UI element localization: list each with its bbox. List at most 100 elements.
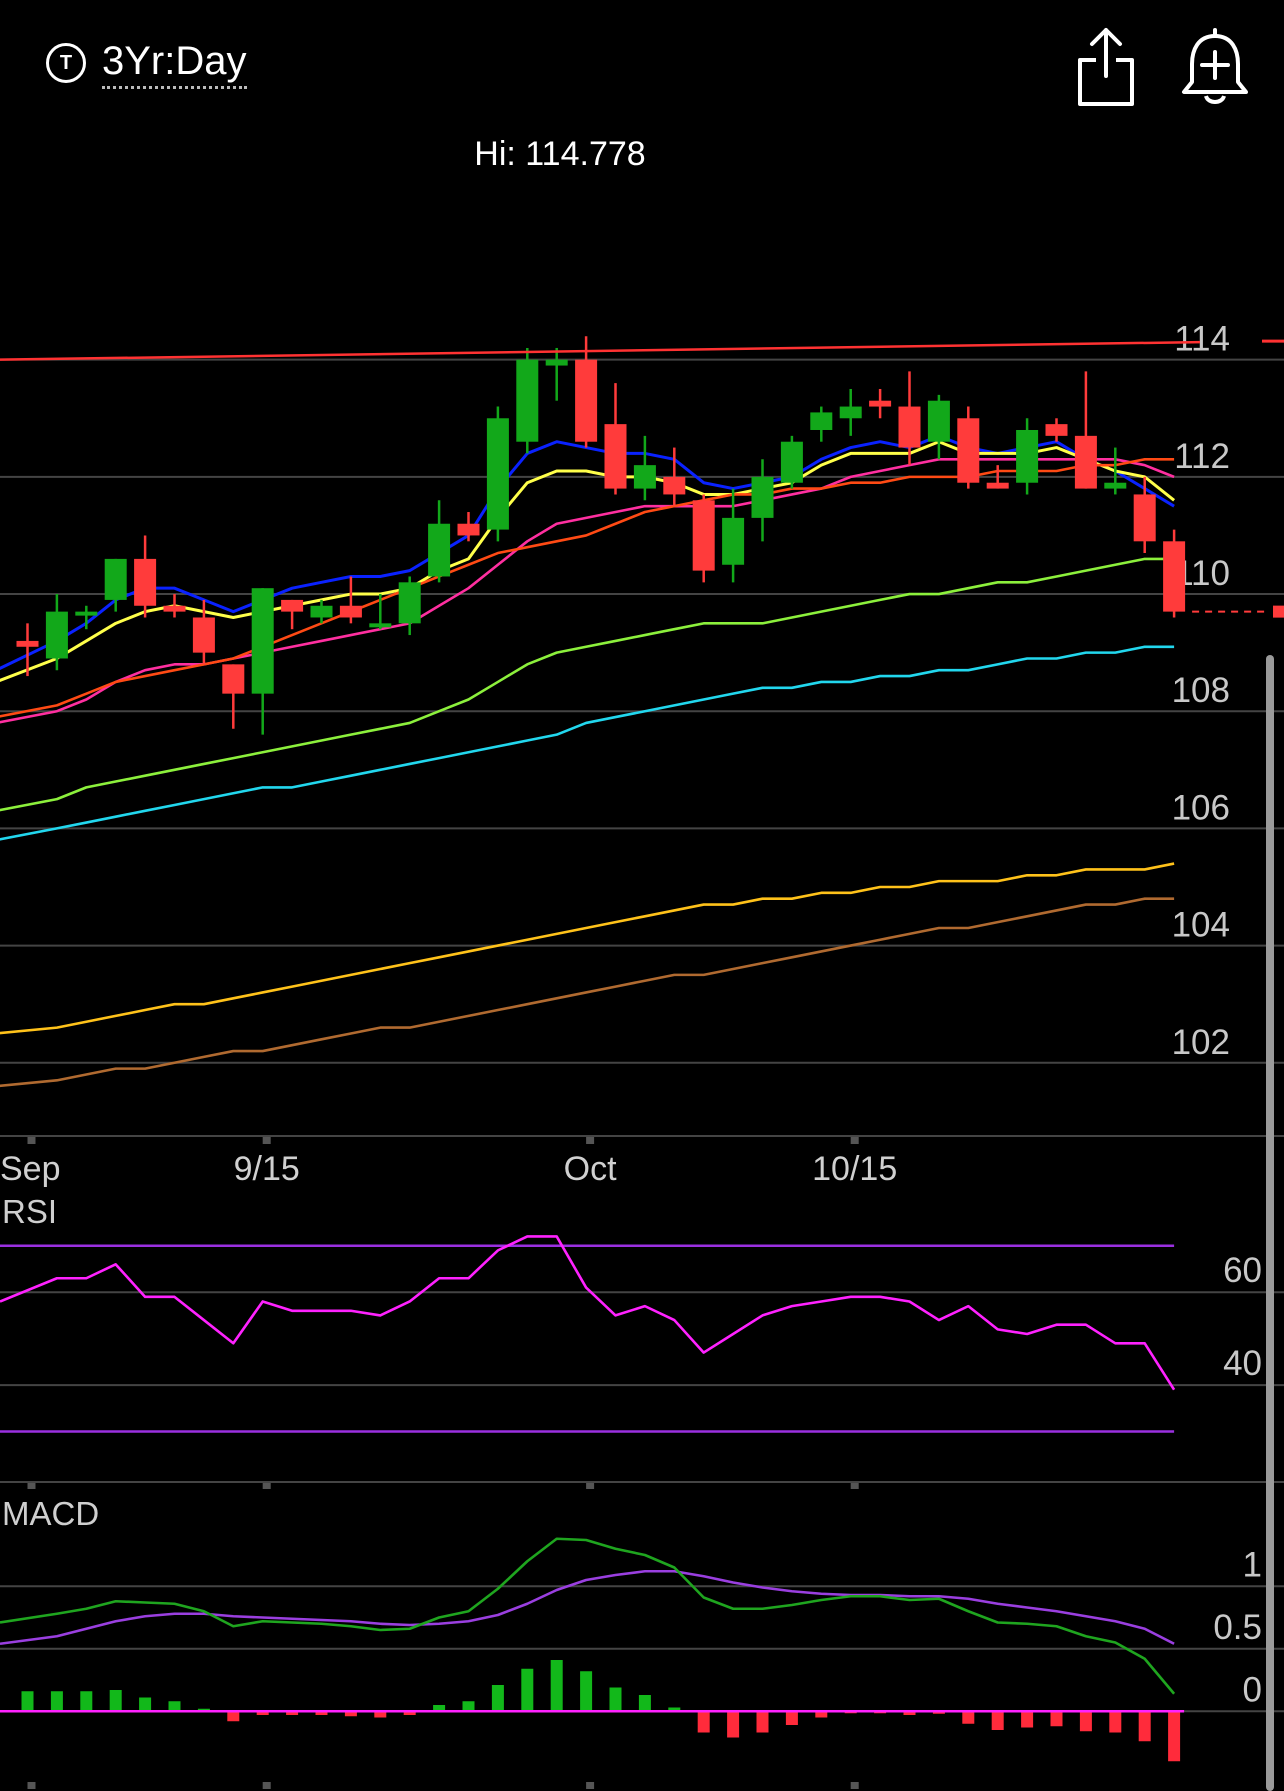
candle-body <box>75 611 98 616</box>
candle <box>339 576 362 624</box>
candle <box>1163 529 1186 618</box>
rsi-line <box>0 1235 1176 1391</box>
candle <box>163 594 186 618</box>
date-tick-label: Oct <box>564 1150 617 1188</box>
candle-body <box>516 359 539 442</box>
share-button[interactable] <box>1074 24 1138 108</box>
candle-body <box>369 623 392 628</box>
macd-histogram-bar <box>286 1711 299 1715</box>
candle-body <box>839 406 862 419</box>
macd-tick-label: 1 <box>1243 1545 1262 1584</box>
candle-body <box>780 441 803 483</box>
ema_slow-line <box>0 440 1176 682</box>
price-annotations <box>0 339 1284 618</box>
candle-body <box>251 588 274 694</box>
candle <box>545 347 568 401</box>
moving-average-lines <box>0 434 1176 1088</box>
candle <box>1045 418 1068 442</box>
candle-body <box>1016 429 1039 483</box>
macd-histogram-bar <box>462 1701 475 1712</box>
candle <box>633 435 656 501</box>
candle-body <box>339 605 362 618</box>
candle-body <box>457 523 480 536</box>
macd-histogram-bar <box>609 1687 622 1712</box>
candle-body <box>692 500 715 571</box>
candle <box>1016 418 1039 495</box>
date-tick-label: 9/15 <box>234 1150 300 1188</box>
candlesticks[interactable] <box>16 336 1186 735</box>
timeframe-label: 3Yr:Day <box>102 38 247 89</box>
candle <box>486 406 509 542</box>
candle <box>281 599 304 630</box>
candle-body <box>810 412 833 430</box>
candle <box>251 588 274 735</box>
candle <box>604 383 627 495</box>
candle <box>369 594 392 630</box>
candle <box>898 371 921 466</box>
candle-body <box>633 465 656 489</box>
macd-histogram-bar <box>21 1691 34 1712</box>
macd-tick-label: 0.5 <box>1213 1608 1262 1647</box>
macd-histogram-bar <box>815 1711 828 1718</box>
macd-histogram-bar <box>433 1705 446 1712</box>
candle-body <box>898 406 921 448</box>
price-tick-label: 112 <box>1174 437 1230 476</box>
price-tick-label: 108 <box>1172 671 1230 710</box>
price-tick-label: 102 <box>1172 1023 1230 1062</box>
macd-label: MACD <box>2 1495 99 1532</box>
macd-histogram-bar <box>727 1711 740 1738</box>
candle <box>16 623 39 677</box>
macd-histogram-bar <box>1109 1711 1122 1733</box>
macd-histogram-bar <box>491 1685 504 1712</box>
candle-body <box>869 400 892 407</box>
candle <box>192 599 215 665</box>
candle <box>310 599 333 624</box>
candle-body <box>134 558 157 606</box>
macd-histogram-bar <box>403 1711 416 1715</box>
macd-histogram-bar <box>580 1671 593 1712</box>
candle-body <box>486 418 509 530</box>
last-price-marker <box>1273 605 1284 618</box>
price-tick-label: 106 <box>1172 788 1230 827</box>
timeframe-selector[interactable]: T 3Yr:Day <box>46 38 247 89</box>
rsi-label: RSI <box>2 1193 57 1230</box>
macd-histogram-bar <box>1021 1711 1034 1728</box>
candle-body <box>1045 424 1068 436</box>
candle <box>134 535 157 618</box>
scrollbar[interactable] <box>1266 655 1274 1791</box>
candle <box>869 388 892 419</box>
candle-body <box>1104 482 1127 489</box>
ma_long-line <box>0 897 1175 1088</box>
price-tick-label: 104 <box>1172 906 1230 945</box>
date-tick-mark <box>850 1137 859 1144</box>
macd-histogram-bar <box>785 1711 798 1725</box>
macd-line <box>0 1537 1176 1695</box>
date-tick-label: 10/15 <box>812 1150 897 1188</box>
candle <box>516 347 539 454</box>
candle <box>810 406 833 442</box>
macd-histogram-bar <box>1050 1711 1063 1727</box>
ema_fast-line <box>0 434 1175 670</box>
add-alert-button[interactable] <box>1180 24 1250 108</box>
hi-label: Hi: 114.778 <box>474 135 645 173</box>
macd-histogram-bar <box>139 1697 152 1712</box>
price-grid <box>0 358 1284 1137</box>
date-tick-mark <box>27 1137 36 1144</box>
macd-tick-label: 0 <box>1243 1670 1262 1709</box>
candle-body <box>45 611 68 659</box>
macd-histogram-bar <box>168 1701 181 1712</box>
candle <box>780 435 803 489</box>
candle <box>751 459 774 542</box>
candle <box>575 336 598 448</box>
rsi-panel[interactable]: 60 40 <box>0 1235 1284 1483</box>
candle <box>957 406 980 489</box>
candle <box>45 594 68 671</box>
candle-body <box>927 400 950 442</box>
macd-panel[interactable]: 10.50 <box>0 1537 1284 1762</box>
resistance-line <box>0 340 1201 361</box>
date-tick-mark <box>586 1482 595 1489</box>
macd-histogram-bar <box>374 1711 387 1718</box>
macd-histogram-bar <box>50 1691 63 1712</box>
candle-body <box>575 359 598 442</box>
